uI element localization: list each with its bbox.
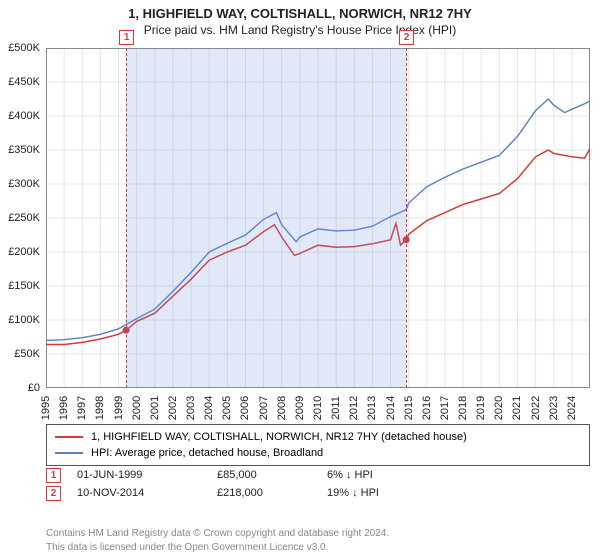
x-tick-label: 2013 — [366, 390, 378, 426]
sales-row-delta: 6% ↓ HPI — [327, 469, 437, 481]
sale-vline — [126, 48, 127, 388]
legend-label: 1, HIGHFIELD WAY, COLTISHALL, NORWICH, N… — [91, 431, 467, 443]
sales-table: 1 01-JUN-1999£85,0006% ↓ HPI 2 10-NOV-2014£… — [46, 466, 590, 502]
sales-row-flag: 1 — [46, 468, 61, 483]
x-tick-label: 2024 — [566, 390, 578, 426]
x-tick-label: 2002 — [167, 390, 179, 426]
x-tick-label: 2020 — [493, 390, 505, 426]
sales-row-flag: 2 — [46, 486, 61, 501]
chart-area: 1995199619971998199920002001200220032004… — [0, 48, 600, 418]
footer-line-2: This data is licensed under the Open Gov… — [46, 541, 590, 555]
y-tick-label: £450K — [0, 76, 40, 88]
x-tick-label: 2007 — [258, 390, 270, 426]
x-tick-label: 2019 — [475, 390, 487, 426]
x-tick-label: 2022 — [530, 390, 542, 426]
x-tick-label: 2017 — [439, 390, 451, 426]
x-tick-label: 2018 — [457, 390, 469, 426]
x-tick-label: 1996 — [58, 390, 70, 426]
x-tick-label: 2009 — [294, 390, 306, 426]
sales-row-delta: 19% ↓ HPI — [327, 487, 437, 499]
legend-row: 1, HIGHFIELD WAY, COLTISHALL, NORWICH, N… — [55, 429, 581, 445]
y-tick-label: £300K — [0, 178, 40, 190]
x-tick-label: 2010 — [312, 390, 324, 426]
chart-title: 1, HIGHFIELD WAY, COLTISHALL, NORWICH, N… — [0, 0, 600, 21]
plot-area: 1995199619971998199920002001200220032004… — [46, 48, 590, 388]
sales-row: 1 01-JUN-1999£85,0006% ↓ HPI — [46, 466, 590, 484]
x-tick-label: 2006 — [239, 390, 251, 426]
y-tick-label: £100K — [0, 314, 40, 326]
x-tick-label: 2004 — [203, 390, 215, 426]
y-tick-label: £0 — [0, 382, 40, 394]
y-tick-label: £250K — [0, 212, 40, 224]
y-tick-label: £400K — [0, 110, 40, 122]
legend-swatch — [55, 436, 83, 438]
x-tick-label: 2023 — [548, 390, 560, 426]
x-tick-label: 2014 — [385, 390, 397, 426]
y-tick-label: £350K — [0, 144, 40, 156]
x-tick-label: 2008 — [276, 390, 288, 426]
sales-row: 2 10-NOV-2014£218,00019% ↓ HPI — [46, 484, 590, 502]
x-tick-label: 1997 — [76, 390, 88, 426]
x-tick-label: 2021 — [511, 390, 523, 426]
x-tick-label: 2012 — [348, 390, 360, 426]
x-tick-label: 1998 — [94, 390, 106, 426]
x-tick-label: 2011 — [330, 390, 342, 426]
x-tick-label: 1999 — [113, 390, 125, 426]
sales-row-date: 10-NOV-2014 — [77, 487, 217, 499]
x-tick-label: 2000 — [131, 390, 143, 426]
y-tick-label: £150K — [0, 280, 40, 292]
x-tick-label: 2015 — [403, 390, 415, 426]
x-tick-label: 2016 — [421, 390, 433, 426]
legend-label: HPI: Average price, detached house, Broa… — [91, 447, 323, 459]
ownership-band — [126, 48, 406, 388]
x-tick-label: 2001 — [149, 390, 161, 426]
chart-subtitle: Price paid vs. HM Land Registry's House … — [0, 21, 600, 41]
legend-box: 1, HIGHFIELD WAY, COLTISHALL, NORWICH, N… — [46, 424, 590, 466]
legend-row: HPI: Average price, detached house, Broa… — [55, 445, 581, 461]
y-tick-label: £50K — [0, 348, 40, 360]
y-tick-label: £200K — [0, 246, 40, 258]
x-tick-label: 2005 — [221, 390, 233, 426]
sales-row-price: £218,000 — [217, 487, 327, 499]
y-tick-label: £500K — [0, 42, 40, 54]
sale-flag-2: 2 — [399, 30, 414, 45]
sale-vline — [406, 48, 407, 388]
footer-attribution: Contains HM Land Registry data © Crown c… — [46, 527, 590, 554]
sales-row-date: 01-JUN-1999 — [77, 469, 217, 481]
footer-line-1: Contains HM Land Registry data © Crown c… — [46, 527, 590, 541]
sale-flag-1: 1 — [119, 30, 134, 45]
legend-swatch — [55, 452, 83, 454]
x-tick-label: 1995 — [40, 390, 52, 426]
x-tick-label: 2003 — [185, 390, 197, 426]
sales-row-price: £85,000 — [217, 469, 327, 481]
chart-page: { "title": "1, HIGHFIELD WAY, COLTISHALL… — [0, 0, 600, 560]
